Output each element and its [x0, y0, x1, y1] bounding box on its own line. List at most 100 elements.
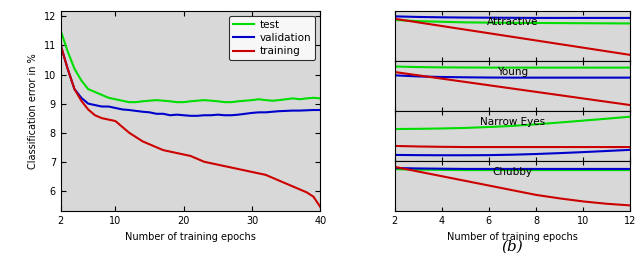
Y-axis label: Classification error in %: Classification error in %	[28, 53, 38, 169]
Line: test: test	[61, 31, 320, 102]
test	[70, 67, 78, 70]
validation	[296, 109, 303, 112]
validation	[98, 105, 106, 108]
test	[269, 99, 276, 102]
validation	[262, 111, 269, 114]
training	[180, 153, 188, 156]
validation	[221, 114, 228, 117]
training	[125, 131, 133, 134]
test	[303, 97, 310, 100]
validation	[282, 109, 290, 112]
training	[159, 149, 167, 152]
validation	[275, 110, 283, 113]
validation	[200, 114, 208, 117]
training	[64, 67, 72, 70]
validation	[118, 108, 126, 111]
validation	[228, 114, 236, 117]
test	[173, 101, 180, 104]
test	[118, 99, 126, 102]
validation	[214, 113, 221, 116]
validation	[84, 102, 92, 105]
training	[166, 150, 174, 153]
training	[269, 176, 276, 179]
test	[228, 101, 236, 104]
test	[316, 97, 324, 100]
validation	[111, 106, 119, 110]
test	[248, 98, 256, 102]
validation	[255, 111, 262, 114]
Line: validation: validation	[61, 45, 320, 116]
validation	[310, 109, 317, 112]
training	[187, 154, 195, 158]
Text: (b): (b)	[502, 239, 524, 253]
Text: Chubby: Chubby	[492, 167, 532, 177]
validation	[234, 113, 242, 116]
test	[241, 99, 249, 102]
test	[159, 99, 167, 102]
training	[282, 182, 290, 185]
training	[193, 157, 201, 161]
training	[84, 108, 92, 111]
validation	[139, 110, 147, 113]
training	[296, 188, 303, 191]
training	[152, 146, 160, 149]
training	[303, 191, 310, 194]
test	[187, 100, 195, 103]
training	[70, 87, 78, 91]
validation	[289, 109, 297, 112]
validation	[173, 113, 180, 116]
training	[234, 167, 242, 171]
test	[64, 50, 72, 53]
test	[207, 99, 215, 102]
training	[77, 99, 85, 102]
X-axis label: Number of training epochs: Number of training epochs	[447, 232, 578, 242]
test	[84, 87, 92, 91]
test	[289, 97, 297, 100]
validation	[180, 114, 188, 117]
validation	[193, 114, 201, 117]
test	[57, 29, 65, 32]
validation	[125, 109, 133, 112]
test	[132, 101, 140, 104]
training	[262, 173, 269, 176]
validation	[57, 44, 65, 47]
validation	[152, 112, 160, 115]
test	[275, 98, 283, 102]
test	[200, 98, 208, 102]
test	[146, 99, 154, 102]
test	[282, 98, 290, 101]
validation	[166, 114, 174, 117]
Line: training: training	[61, 45, 320, 207]
validation	[77, 96, 85, 99]
validation	[64, 67, 72, 70]
training	[91, 114, 99, 117]
test	[262, 98, 269, 102]
test	[193, 99, 201, 102]
training	[289, 185, 297, 188]
training	[173, 152, 180, 155]
validation	[70, 87, 78, 91]
test	[91, 90, 99, 93]
test	[234, 100, 242, 103]
validation	[207, 114, 215, 117]
training	[214, 163, 221, 166]
training	[118, 125, 126, 129]
validation	[132, 109, 140, 112]
training	[221, 164, 228, 168]
test	[98, 93, 106, 96]
training	[310, 195, 317, 198]
test	[296, 98, 303, 101]
test	[111, 98, 119, 101]
training	[200, 160, 208, 163]
Text: Young: Young	[497, 67, 528, 77]
validation	[187, 114, 195, 117]
validation	[146, 111, 154, 114]
validation	[303, 109, 310, 112]
validation	[269, 110, 276, 113]
training	[139, 140, 147, 143]
training	[207, 162, 215, 165]
validation	[159, 112, 167, 115]
training	[98, 117, 106, 120]
training	[57, 44, 65, 47]
validation	[105, 105, 113, 108]
